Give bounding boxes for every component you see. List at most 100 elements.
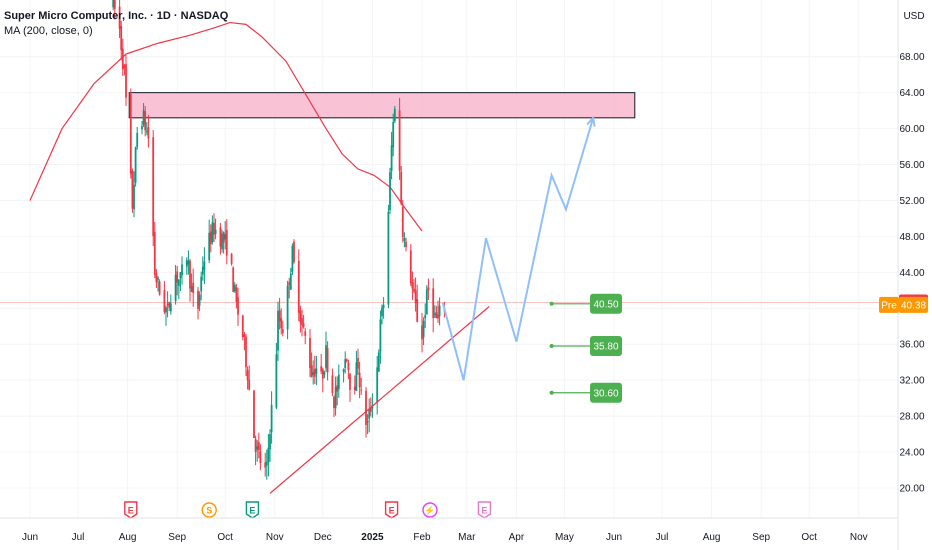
candle-body [403,238,406,241]
candle-body [174,274,177,302]
candle-body [222,232,225,243]
candle-body [421,325,423,340]
candle-body [333,396,335,408]
candle-body [243,334,246,338]
candle-body [301,318,303,326]
candle-body [291,245,294,272]
candle-body [365,390,367,425]
candle-body [337,374,340,390]
candle-body [134,147,137,183]
x-tick-label: May [555,532,574,543]
candle-body [153,232,156,275]
candle-body [438,305,441,317]
candle-body [254,438,257,452]
event-glyph: E [481,506,487,516]
event-marker-earnings: E [384,501,399,519]
event-icon-split [422,502,438,518]
candle-body [424,315,427,319]
candle-body [177,279,180,286]
x-tick-label: 2025 [361,532,384,543]
candle-body [433,313,436,315]
y-tick-label: 20.00 [899,484,924,495]
resistance-zone-layer [0,92,898,304]
candle-body [208,232,211,261]
candle-body [176,271,179,283]
events-layer: E S E E ⚡ E [124,501,492,519]
candle-body [401,206,404,238]
target-label: 30.60 [593,388,618,399]
candle-body [179,272,182,279]
x-tick-label: Jul [72,532,85,543]
candle-body [123,65,126,69]
candle-body [414,290,417,304]
pre-market-label: 40.38 [901,300,926,311]
event-icon-earnings-future [477,501,492,519]
candle-body [405,241,407,248]
candle-body [360,389,363,391]
candle-body [169,303,172,312]
candle-body [233,284,236,291]
candle-body [203,261,206,270]
candle-body [237,297,239,315]
candle-body [309,338,311,369]
candle-body [320,366,323,372]
y-tick-label: 44.00 [899,268,924,279]
candle-body [198,294,201,306]
candle-body [400,171,403,204]
target-label-box [590,336,622,357]
candle-body [325,345,327,368]
pre-market-badge [899,296,928,313]
x-tick-label: Apr [509,532,525,543]
x-tick-label: Sep [168,532,186,543]
candle-body [211,222,214,242]
candle-body [189,260,191,289]
candle-body [369,407,372,412]
event-marker-earnings: E [124,501,138,519]
x-tick-label: Nov [266,532,284,543]
candle-body [265,461,268,466]
indicator-legend[interactable]: MA (200, close, 0) [4,25,93,37]
y-tick-label: 28.00 [899,412,924,423]
candle-body [200,276,203,292]
candle-body [411,282,414,289]
x-tick-label: Jun [606,532,622,543]
candle-body [113,0,116,9]
candle-body [334,387,337,409]
pre-market-tag: Pre [881,300,897,311]
candle-body [142,110,145,125]
candle-body [246,370,249,381]
candle-body [185,260,188,267]
candle-body [147,127,150,139]
candle-body [221,233,223,250]
ma-layer [29,21,423,232]
candle-body [241,315,244,338]
x-tick-label: Jun [22,532,38,543]
candle-body [278,310,281,322]
candle-body [347,362,350,371]
event-glyph: S [206,506,212,516]
candle-body [270,404,273,433]
x-tick-label: Dec [314,532,332,543]
candle-body [425,289,428,315]
candle-body [432,288,435,319]
x-tick-label: Oct [801,532,817,543]
candle-body [312,371,315,376]
candle-body [192,282,195,294]
candle-body [166,303,169,305]
candle-body [321,369,324,379]
candle-body [389,172,391,211]
candle-body [245,336,247,368]
candle-body [214,229,217,235]
candle-body [253,390,255,439]
candle-body [344,359,347,368]
ma-200-line [29,21,423,232]
candle-body [376,367,379,403]
candle-body [387,211,390,305]
event-glyph: E [249,506,255,516]
candle-body [358,372,361,388]
candle-body [286,285,289,330]
candle-body [264,462,267,468]
y-tick-label: 24.00 [899,448,924,459]
candle-body [136,132,139,147]
